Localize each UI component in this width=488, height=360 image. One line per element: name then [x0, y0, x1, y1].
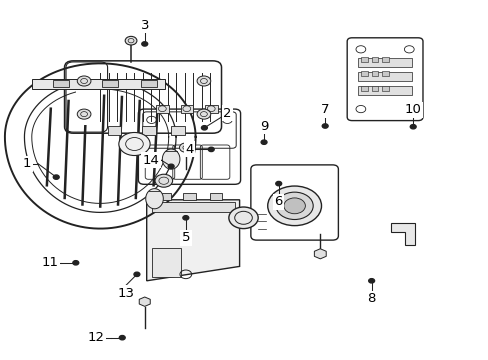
Text: 3: 3: [140, 19, 149, 32]
Circle shape: [409, 125, 415, 129]
Text: 14: 14: [142, 154, 159, 167]
Circle shape: [125, 36, 137, 45]
Bar: [360, 86, 367, 91]
Bar: [357, 58, 411, 67]
Bar: [360, 57, 367, 62]
Circle shape: [77, 76, 91, 86]
Circle shape: [119, 132, 150, 156]
Bar: [210, 193, 222, 200]
Bar: [159, 193, 171, 200]
Circle shape: [53, 175, 59, 179]
Text: 8: 8: [366, 292, 375, 305]
Text: 12: 12: [87, 331, 104, 344]
Bar: [382, 57, 388, 62]
Bar: [76, 69, 99, 125]
Bar: [183, 193, 195, 200]
Bar: [141, 81, 157, 87]
Bar: [181, 105, 193, 113]
Text: 13: 13: [118, 287, 134, 300]
Bar: [371, 57, 378, 62]
Text: 11: 11: [41, 256, 58, 269]
Text: 7: 7: [320, 103, 329, 116]
Polygon shape: [314, 249, 325, 259]
Circle shape: [73, 261, 79, 265]
Circle shape: [168, 164, 174, 168]
Circle shape: [134, 272, 140, 276]
Bar: [382, 86, 388, 91]
Circle shape: [142, 42, 147, 46]
Bar: [171, 126, 184, 135]
Polygon shape: [162, 149, 180, 169]
Bar: [357, 72, 411, 81]
Polygon shape: [146, 200, 239, 281]
Text: 10: 10: [404, 103, 421, 116]
Circle shape: [201, 126, 207, 130]
Bar: [102, 81, 118, 87]
Text: 6: 6: [274, 195, 283, 208]
Bar: [205, 105, 217, 113]
Circle shape: [179, 143, 192, 152]
Circle shape: [155, 174, 172, 187]
Text: 1: 1: [22, 157, 31, 170]
Circle shape: [208, 147, 214, 152]
Bar: [156, 105, 168, 113]
Circle shape: [368, 279, 374, 283]
Text: 4: 4: [185, 143, 194, 156]
Polygon shape: [390, 223, 414, 245]
Circle shape: [197, 109, 210, 119]
Polygon shape: [145, 189, 163, 209]
Text: 5: 5: [181, 231, 190, 244]
Circle shape: [267, 186, 321, 226]
Bar: [142, 126, 155, 135]
Bar: [360, 71, 367, 76]
Circle shape: [183, 216, 188, 220]
Circle shape: [119, 336, 125, 340]
Circle shape: [228, 207, 258, 229]
Bar: [382, 71, 388, 76]
Text: 9: 9: [259, 120, 268, 132]
Circle shape: [284, 198, 305, 214]
Bar: [371, 71, 378, 76]
Circle shape: [322, 124, 327, 128]
Text: 2: 2: [223, 107, 231, 120]
Bar: [151, 248, 181, 277]
Polygon shape: [139, 297, 150, 306]
Bar: [357, 86, 411, 95]
Circle shape: [197, 76, 210, 86]
Bar: [371, 86, 378, 91]
Circle shape: [276, 192, 313, 220]
Circle shape: [275, 181, 281, 186]
Bar: [151, 202, 234, 212]
Circle shape: [261, 140, 266, 144]
Bar: [32, 79, 164, 89]
Bar: [107, 126, 121, 135]
Circle shape: [77, 109, 91, 119]
Bar: [53, 81, 69, 87]
